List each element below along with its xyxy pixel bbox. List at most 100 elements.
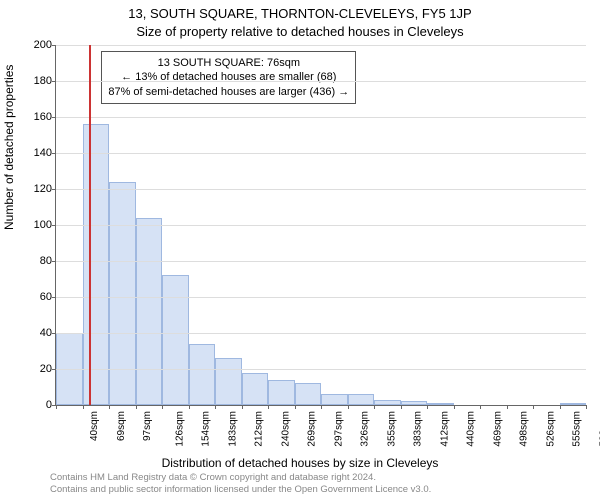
annotation-box: 13 SOUTH SQUARE: 76sqm ← 13% of detached… xyxy=(101,51,356,104)
xtick-mark xyxy=(189,405,190,409)
histogram-bar xyxy=(189,344,216,405)
xtick-label: 326sqm xyxy=(360,411,371,447)
xtick-label: 412sqm xyxy=(439,411,450,447)
ytick-mark xyxy=(52,297,56,298)
ytick-label: 160 xyxy=(34,111,52,123)
ytick-label: 20 xyxy=(40,363,52,375)
xtick-mark xyxy=(162,405,163,409)
ytick-label: 200 xyxy=(34,39,52,51)
ytick-mark xyxy=(52,81,56,82)
xtick-mark xyxy=(454,405,455,409)
grid-line xyxy=(56,225,586,226)
xtick-label: 297sqm xyxy=(333,411,344,447)
ytick-mark xyxy=(52,189,56,190)
xtick-mark xyxy=(215,405,216,409)
xtick-mark xyxy=(242,405,243,409)
footer-line2: Contains and public sector information l… xyxy=(50,484,590,496)
histogram-bar xyxy=(560,403,587,405)
histogram-bar xyxy=(374,400,401,405)
xtick-mark xyxy=(560,405,561,409)
xtick-mark xyxy=(427,405,428,409)
xtick-label: 183sqm xyxy=(227,411,238,447)
xtick-mark xyxy=(348,405,349,409)
grid-line xyxy=(56,81,586,82)
ytick-label: 120 xyxy=(34,183,52,195)
plot-area: 13 SOUTH SQUARE: 76sqm ← 13% of detached… xyxy=(55,45,586,406)
histogram-bar xyxy=(109,182,136,405)
xtick-label: 555sqm xyxy=(572,411,583,447)
xtick-mark xyxy=(586,405,587,409)
chart-title-address: 13, SOUTH SQUARE, THORNTON-CLEVELEYS, FY… xyxy=(0,6,600,21)
histogram-bar xyxy=(427,403,454,405)
xtick-label: 269sqm xyxy=(307,411,318,447)
histogram-bar xyxy=(162,275,189,405)
xtick-label: 383sqm xyxy=(413,411,424,447)
chart-subtitle: Size of property relative to detached ho… xyxy=(0,24,600,39)
histogram-bar xyxy=(242,373,269,405)
grid-line xyxy=(56,333,586,334)
ytick-label: 60 xyxy=(40,291,52,303)
footer-line1: Contains HM Land Registry data © Crown c… xyxy=(50,472,590,484)
annotation-line1: 13 SOUTH SQUARE: 76sqm xyxy=(108,56,349,70)
footer-attribution: Contains HM Land Registry data © Crown c… xyxy=(50,472,590,496)
y-axis-label: Number of detached properties xyxy=(2,65,16,230)
ytick-label: 140 xyxy=(34,147,52,159)
xtick-mark xyxy=(507,405,508,409)
xtick-mark xyxy=(480,405,481,409)
ytick-mark xyxy=(52,153,56,154)
histogram-bar xyxy=(348,394,375,405)
property-size-chart: 13, SOUTH SQUARE, THORNTON-CLEVELEYS, FY… xyxy=(0,0,600,500)
reference-line xyxy=(89,45,91,405)
ytick-mark xyxy=(52,369,56,370)
xtick-mark xyxy=(83,405,84,409)
ytick-mark xyxy=(52,117,56,118)
xtick-label: 154sqm xyxy=(201,411,212,447)
xtick-mark xyxy=(321,405,322,409)
xtick-label: 97sqm xyxy=(142,411,153,441)
xtick-mark xyxy=(295,405,296,409)
ytick-label: 80 xyxy=(40,255,52,267)
ytick-label: 180 xyxy=(34,75,52,87)
xtick-label: 526sqm xyxy=(545,411,556,447)
grid-line xyxy=(56,261,586,262)
xtick-label: 40sqm xyxy=(89,411,100,441)
histogram-bar xyxy=(136,218,163,405)
ytick-label: 40 xyxy=(40,327,52,339)
ytick-mark xyxy=(52,45,56,46)
histogram-bar xyxy=(295,383,322,405)
grid-line xyxy=(56,297,586,298)
grid-line xyxy=(56,153,586,154)
ytick-mark xyxy=(52,333,56,334)
xtick-mark xyxy=(374,405,375,409)
xtick-mark xyxy=(136,405,137,409)
grid-line xyxy=(56,189,586,190)
xtick-mark xyxy=(56,405,57,409)
annotation-line3: 87% of semi-detached houses are larger (… xyxy=(108,85,349,99)
x-axis-label: Distribution of detached houses by size … xyxy=(0,456,600,470)
ytick-mark xyxy=(52,261,56,262)
histogram-bar xyxy=(321,394,348,405)
xtick-mark xyxy=(533,405,534,409)
xtick-mark xyxy=(109,405,110,409)
xtick-label: 440sqm xyxy=(466,411,477,447)
xtick-mark xyxy=(401,405,402,409)
xtick-mark xyxy=(268,405,269,409)
grid-line xyxy=(56,45,586,46)
ytick-mark xyxy=(52,225,56,226)
xtick-label: 69sqm xyxy=(116,411,127,441)
annotation-line2: ← 13% of detached houses are smaller (68… xyxy=(108,70,349,84)
histogram-bar xyxy=(268,380,295,405)
ytick-label: 100 xyxy=(34,219,52,231)
ytick-label: 0 xyxy=(46,399,52,411)
grid-line xyxy=(56,369,586,370)
xtick-label: 212sqm xyxy=(254,411,265,447)
xtick-label: 498sqm xyxy=(519,411,530,447)
histogram-bar xyxy=(215,358,242,405)
xtick-label: 469sqm xyxy=(492,411,503,447)
xtick-label: 240sqm xyxy=(280,411,291,447)
histogram-bar xyxy=(401,401,428,405)
histogram-bar xyxy=(83,124,110,405)
xtick-label: 355sqm xyxy=(386,411,397,447)
grid-line xyxy=(56,117,586,118)
xtick-label: 126sqm xyxy=(174,411,185,447)
